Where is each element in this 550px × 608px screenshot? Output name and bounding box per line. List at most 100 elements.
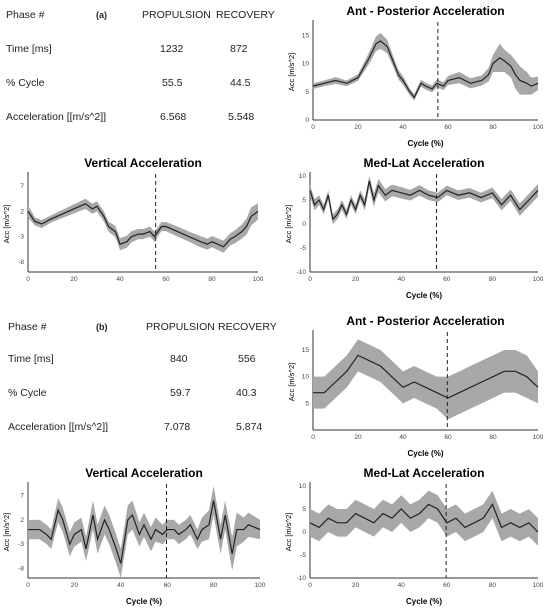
y-tick-label: 2: [20, 208, 24, 215]
x-tick-label: 100: [533, 434, 544, 441]
table-b-row-propulsion: 840: [170, 353, 188, 365]
table-a-row-name: Time [ms]: [6, 43, 52, 55]
mean-line: [312, 40, 539, 99]
x-tick-label: 20: [354, 124, 362, 131]
y-tick-label: 5: [305, 89, 309, 96]
x-tick-label: 20: [352, 582, 360, 589]
table-a-row-propulsion: 1232: [160, 43, 184, 55]
y-tick-label: 10: [299, 173, 307, 180]
x-tick-label: 60: [444, 124, 452, 131]
mean-line: [309, 503, 539, 533]
table-b-row-recovery: 5.874: [236, 421, 263, 433]
x-tick-label: 40: [399, 434, 407, 441]
x-tick-label: 80: [489, 434, 497, 441]
table-a-row-recovery: 5.548: [228, 111, 255, 123]
y-tick-label: -5: [300, 552, 306, 559]
y-tick-label: 5: [302, 506, 306, 513]
x-tick-label: 100: [255, 582, 266, 589]
chart-title: Vertical Acceleration: [85, 466, 203, 480]
y-tick-label: 0: [305, 117, 309, 124]
y-tick-label: -10: [297, 575, 307, 582]
x-tick-label: 0: [26, 582, 30, 589]
x-tick-label: 100: [533, 124, 544, 131]
x-tick-label: 20: [352, 276, 360, 283]
x-tick-label: 40: [398, 582, 406, 589]
chart-a-ant-posterior: Ant - Posterior Acceleration 0 20 40 60 80 100…: [285, 0, 550, 150]
x-tick-label: 60: [164, 582, 172, 589]
chart-title: Ant - Posterior Acceleration: [346, 4, 504, 18]
x-tick-label: 0: [26, 276, 30, 283]
x-tick-label: 20: [71, 582, 79, 589]
variability-band: [28, 486, 260, 578]
y-axis-label: Acc [m/s^2]: [284, 513, 293, 552]
chart-a-vertical: Vertical Acceleration 0 20 40 60 80 100 -8 -3 2 7 A…: [0, 152, 270, 302]
chart-title: Med-Lat Acceleration: [364, 156, 485, 170]
y-tick-label: -3: [18, 234, 24, 241]
y-tick-label: -3: [18, 541, 24, 548]
table-a: Phase # (a) PROPULSION RECOVERY Time [ms…: [0, 0, 285, 135]
y-axis-label: Acc [m/s^2]: [284, 205, 293, 244]
variability-band: [313, 339, 538, 420]
table-a-row-name: Acceleration [[m/s^2]]: [6, 111, 107, 123]
x-axis-label: Cycle (%): [406, 597, 442, 606]
chart-title: Ant - Posterior Acceleration: [346, 314, 504, 328]
table-a-header-phase: Phase #: [6, 9, 45, 21]
y-tick-label: 15: [302, 32, 310, 39]
y-axis-label: Acc [m/s^2]: [2, 513, 11, 552]
chart-svg: Med-Lat Acceleration 0 20 40 60 80 100 -10 -5 0 5 1…: [284, 156, 544, 300]
y-tick-label: 5: [305, 400, 309, 407]
x-tick-label: 60: [444, 434, 452, 441]
table-a-row-name: % Cycle: [6, 77, 45, 89]
mean-line: [28, 500, 261, 564]
chart-title: Vertical Acceleration: [84, 156, 202, 170]
y-axis-label: Acc [m/s^2]: [287, 363, 296, 402]
chart-svg: Med-Lat Acceleration 0 20 40 60 80 100 -10 -5 0 5 1…: [284, 466, 544, 606]
table-b-row-propulsion: 59.7: [170, 387, 191, 399]
table-a-row-propulsion: 55.5: [162, 77, 183, 89]
y-axis-label: Acc [m/s^2]: [2, 205, 11, 244]
table-a-header-propulsion: PROPULSION: [142, 9, 211, 21]
x-tick-label: 80: [208, 276, 216, 283]
variability-band: [310, 490, 538, 546]
x-tick-label: 0: [308, 276, 312, 283]
panel-label-b: (b): [96, 322, 108, 332]
x-tick-label: 20: [70, 276, 78, 283]
x-tick-label: 80: [489, 276, 497, 283]
x-tick-label: 40: [398, 276, 406, 283]
chart-b-ant-posterior: Ant - Posterior Acceleration 0 20 40 60 80 100…: [285, 310, 550, 460]
x-tick-label: 0: [311, 434, 315, 441]
y-tick-label: 7: [20, 183, 24, 190]
y-tick-label: -5: [300, 245, 306, 252]
y-axis-label: Acc [m/s^2]: [287, 53, 296, 92]
table-b-header-recovery: RECOVERY: [218, 321, 277, 333]
y-tick-label: 10: [302, 374, 310, 381]
mean-line: [309, 180, 539, 221]
variability-band: [310, 176, 538, 224]
table-b-header-phase: Phase #: [8, 321, 47, 333]
x-tick-label: 40: [399, 124, 407, 131]
y-tick-label: 5: [302, 197, 306, 204]
chart-svg: Vertical Acceleration 0 20 40 60 80 100 -8 -3 2 7 A…: [2, 156, 264, 283]
y-tick-label: -8: [18, 259, 24, 266]
table-a-row-recovery: 872: [230, 43, 248, 55]
x-tick-label: 40: [117, 582, 125, 589]
x-tick-label: 80: [210, 582, 218, 589]
table-a-header-recovery: RECOVERY: [216, 9, 275, 21]
x-axis-label: Cycle (%): [406, 291, 442, 300]
x-tick-label: 80: [489, 582, 497, 589]
chart-a-med-lat: Med-Lat Acceleration 0 20 40 60 80 100 -10 -5 0 5 1…: [282, 152, 550, 302]
mean-line: [27, 203, 259, 248]
x-tick-label: 60: [443, 276, 451, 283]
y-tick-label: 10: [299, 483, 307, 490]
chart-svg: Vertical Acceleration 0 20 40 60 80 100 -8 -3 2 7 C…: [2, 466, 266, 606]
x-axis-label: Cycle (%): [407, 449, 443, 458]
x-tick-label: 60: [162, 276, 170, 283]
x-tick-label: 100: [253, 276, 264, 283]
y-tick-label: -10: [297, 269, 307, 276]
y-tick-label: 7: [20, 493, 24, 500]
y-tick-label: 15: [302, 347, 310, 354]
variability-band: [313, 33, 538, 101]
x-axis-label: Cycle (%): [126, 597, 162, 606]
table-a-row-recovery: 44.5: [230, 77, 251, 89]
